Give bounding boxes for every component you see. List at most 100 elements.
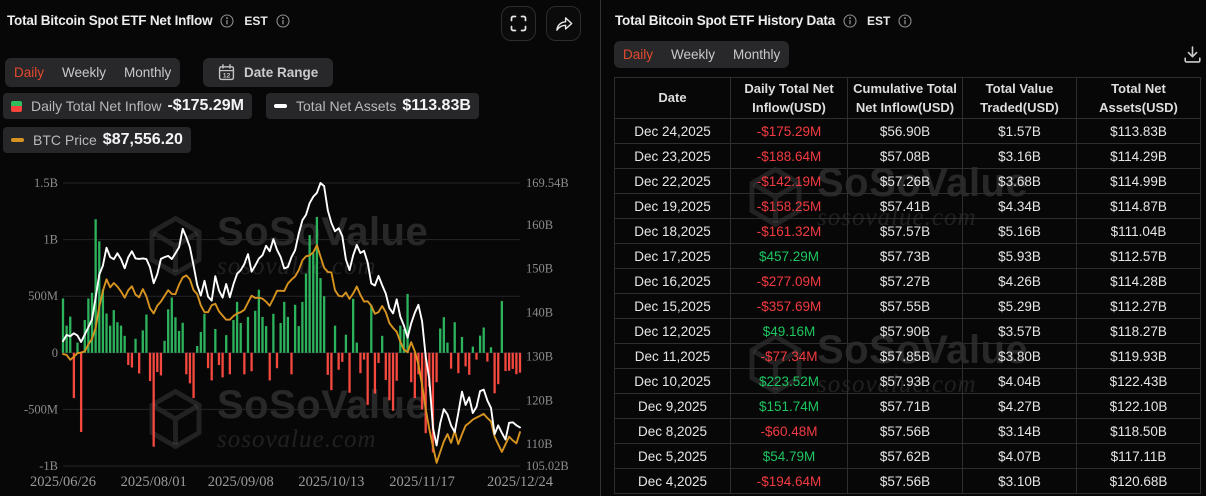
inflow-bar [341, 352, 344, 362]
info-icon[interactable] [898, 13, 912, 28]
inflow-bar [348, 352, 351, 393]
table-row[interactable]: Dec 11,2025 -$77.34M $57.85B $3.80B $119.93B [614, 343, 1201, 369]
cell-traded: $3.80B [962, 343, 1077, 369]
inflow-bar [225, 335, 228, 353]
inflow-bar [69, 316, 72, 353]
tab-monthly[interactable]: Monthly [124, 65, 172, 80]
fullscreen-button[interactable] [501, 6, 536, 41]
info-icon[interactable] [220, 13, 234, 28]
chart-panel-header: Total Bitcoin Spot ETF Net Inflow EST [7, 13, 290, 28]
inflow-bar [90, 292, 94, 353]
cell-cumulative: $57.62B [847, 443, 963, 469]
inflow-bar [76, 342, 79, 353]
table-row[interactable]: Dec 19,2025 -$158.25M $57.41B $4.34B $114.87… [614, 193, 1201, 219]
left-axis-label: -1B [39, 459, 58, 473]
cell-date: Dec 17,2025 [614, 243, 731, 269]
cell-assets: $117.11B [1076, 443, 1201, 469]
x-axis-label: 2025/10/13 [298, 474, 364, 490]
inflow-bar [344, 334, 348, 353]
table-row[interactable]: Dec 22,2025 -$142.19M $57.26B $3.68B $114.99… [614, 168, 1201, 194]
inflow-bar [377, 352, 380, 363]
net-inflow-chart-panel: Total Bitcoin Spot ETF Net Inflow EST Da… [0, 0, 601, 496]
legend-item-total-net-assets[interactable]: Total Net Assets $113.83B [266, 93, 479, 119]
column-header: Date [614, 77, 731, 119]
inflow-bar [424, 352, 427, 434]
tab-daily[interactable]: Daily [623, 47, 654, 62]
cell-assets: $113.83B [1076, 118, 1201, 144]
cell-cumulative: $57.56B [847, 418, 963, 444]
legend-item-btc-price[interactable]: BTC Price $87,556.20 [3, 127, 191, 153]
info-icon[interactable] [843, 13, 857, 28]
tab-weekly[interactable]: Weekly [671, 47, 716, 62]
table-row[interactable]: Dec 24,2025 -$175.29M $56.90B $1.57B $113.83… [614, 118, 1201, 144]
net-inflow-chart[interactable]: 1.5B 1B 500M 0 -500M -1B 169.54B 160B 150B 140B 13… [0, 0, 601, 496]
inflow-bar [297, 326, 300, 353]
cell-traded: $3.68B [962, 168, 1077, 194]
cell-traded: $4.26B [962, 268, 1077, 294]
cell-traded: $5.16B [962, 218, 1077, 244]
date-range-button[interactable]: 12 Date Range [203, 58, 334, 87]
inflow-bar [250, 352, 253, 372]
cell-inflow: $457.29M [730, 243, 848, 269]
left-axis-label: -500M [24, 402, 58, 416]
cell-cumulative: $57.26B [847, 168, 963, 194]
inflow-bar [312, 253, 315, 353]
tab-monthly[interactable]: Monthly [733, 47, 781, 62]
legend-item-daily-total-net-inflow[interactable]: Daily Total Net Inflow -$175.29M [3, 93, 252, 119]
cell-inflow: $223.52M [730, 368, 848, 394]
inflow-bar [304, 273, 308, 353]
inflow-bar [79, 352, 83, 433]
cell-assets: $120.68B [1076, 468, 1201, 494]
x-axis-label: 2025/06/26 [30, 474, 96, 490]
inflow-bar [381, 335, 384, 353]
download-button[interactable] [1180, 42, 1204, 66]
inflow-bar [145, 314, 148, 353]
right-axis-label: 169.54B [526, 176, 569, 190]
right-axis-label: 105.02B [526, 459, 569, 473]
tab-daily[interactable]: Daily [14, 65, 45, 80]
inflow-bar [199, 331, 202, 353]
table-row[interactable]: Dec 17,2025 $457.29M $57.73B $5.93B $112.57B [614, 243, 1201, 269]
history-table: Date Daily Total Net Inflow(USD) Cumulativ… [614, 77, 1201, 494]
inflow-bar [185, 352, 188, 375]
inflow-bar [439, 328, 442, 353]
cell-date: Dec 19,2025 [614, 193, 731, 219]
inflow-bar [355, 342, 358, 353]
table-row[interactable]: Dec 15,2025 -$357.69M $57.55B $5.29B $112.27… [614, 293, 1201, 319]
tab-weekly[interactable]: Weekly [62, 65, 107, 80]
cell-cumulative: $57.90B [847, 318, 963, 344]
inflow-bar [497, 352, 500, 385]
cell-inflow: -$77.34M [730, 343, 848, 369]
inflow-bar [167, 309, 170, 353]
date-range-label: Date Range [244, 65, 319, 80]
table-row[interactable]: Dec 10,2025 $223.52M $57.93B $4.04B $122.43B [614, 368, 1201, 394]
inflow-bar [370, 304, 373, 353]
table-row[interactable]: Dec 23,2025 -$188.64M $57.08B $3.16B $114.29… [614, 143, 1201, 169]
cell-traded: $5.29B [962, 293, 1077, 319]
table-row[interactable]: Dec 12,2025 $49.16M $57.90B $3.57B $118.27B [614, 318, 1201, 344]
assets-line-legend-icon [274, 104, 287, 108]
cell-assets: $122.10B [1076, 393, 1201, 419]
inflow-bar [449, 352, 453, 369]
column-header: Daily Total Net Inflow(USD) [730, 77, 848, 119]
cell-assets: $114.99B [1076, 168, 1201, 194]
inflow-bar [283, 301, 286, 353]
inflow-bar [359, 352, 362, 374]
inflow-bar [192, 352, 195, 399]
cell-cumulative: $57.57B [847, 218, 963, 244]
table-row[interactable]: Dec 16,2025 -$277.09M $57.27B $4.26B $114.28… [614, 268, 1201, 294]
table-row[interactable]: Dec 8,2025 -$60.48M $57.56B $3.14B $118.50B [614, 418, 1201, 444]
history-data-panel: Total Bitcoin Spot ETF History Data EST … [602, 0, 1206, 496]
share-button[interactable] [546, 6, 581, 41]
table-row[interactable]: Dec 5,2025 $54.79M $57.62B $4.07B $117.11B [614, 443, 1201, 469]
cell-inflow: -$60.48M [730, 418, 848, 444]
table-row[interactable]: Dec 9,2025 $151.74M $57.71B $4.27B $122.10B [614, 393, 1201, 419]
table-row[interactable]: Dec 18,2025 -$161.32M $57.57B $5.16B $111.04… [614, 218, 1201, 244]
table-row[interactable]: Dec 4,2025 -$194.64M $57.56B $3.10B $120.68B [614, 468, 1201, 494]
inflow-bar [174, 317, 177, 353]
inflow-bar [482, 327, 485, 353]
inflow-bar [446, 342, 449, 353]
info-icon[interactable] [276, 13, 290, 28]
cell-date: Dec 10,2025 [614, 368, 731, 394]
cell-assets: $111.04B [1076, 218, 1201, 244]
